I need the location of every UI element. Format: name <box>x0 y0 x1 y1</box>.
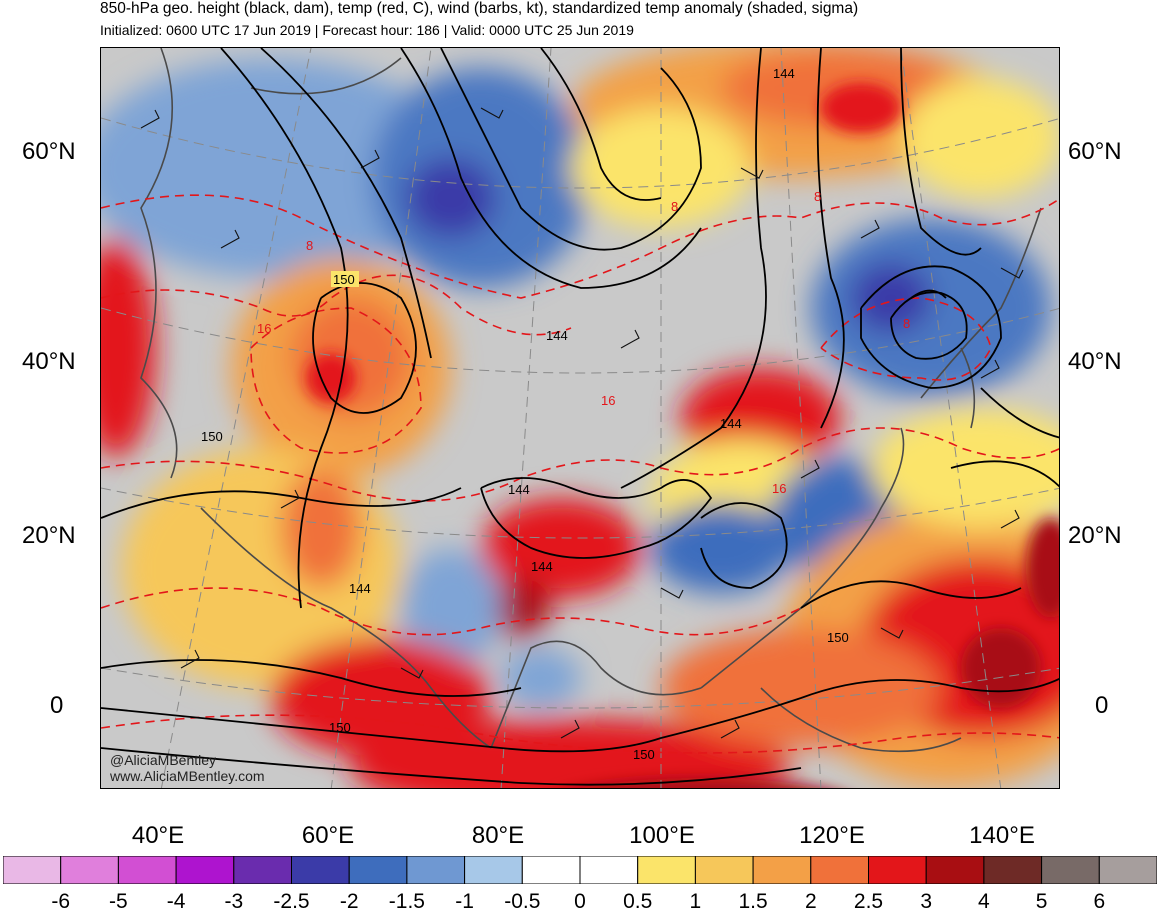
colorbar-swatch <box>810 856 869 884</box>
chart-title: 850-hPa geo. height (black, dam), temp (… <box>100 0 859 17</box>
colorbar-label: -1.5 <box>388 890 425 913</box>
lon-label: 60°E <box>301 822 355 849</box>
temp-label: 8 <box>671 199 678 214</box>
lon-label: 140°E <box>969 822 1035 849</box>
colorbar-label: -1 <box>455 890 474 913</box>
wind-barbs <box>140 107 1024 739</box>
colorbar-label: 0.5 <box>623 890 653 913</box>
chart-subtitle: Initialized: 0600 UTC 17 Jun 2019 | Fore… <box>100 22 634 38</box>
temp-label: 8 <box>814 189 821 204</box>
lat-label-right: 40°N <box>1068 348 1122 375</box>
colorbar-label: -4 <box>166 890 186 913</box>
colorbar-label: 0 <box>574 890 586 913</box>
colorbar-swatch <box>868 856 927 884</box>
colorbar-swatch <box>406 856 466 884</box>
colorbar-label: 5 <box>1035 890 1048 913</box>
colorbar-swatch <box>233 856 293 884</box>
coastlines <box>140 48 1042 753</box>
colorbar-swatch <box>464 856 523 884</box>
height-label: 150 <box>633 747 655 762</box>
height-label: 150 <box>333 272 355 287</box>
height-label: 150 <box>201 429 223 444</box>
colorbar-label: -0.5 <box>504 890 541 913</box>
height-label: 144 <box>531 559 553 574</box>
height-label: 144 <box>508 482 530 497</box>
temp-label: 8 <box>306 238 313 253</box>
temperature-labels: 8 16 8 8 16 16 8 <box>257 189 910 496</box>
colorbar-label: -2.5 <box>273 890 310 913</box>
lat-label-right: 0 <box>1095 692 1109 719</box>
height-label: 150 <box>827 630 849 645</box>
temp-label: 16 <box>601 393 615 408</box>
colorbar-swatch <box>1098 856 1157 884</box>
height-label: 144 <box>773 66 795 81</box>
colorbar-label: 1.5 <box>738 890 768 913</box>
colorbar-label: 6 <box>1093 890 1106 913</box>
temp-label: 8 <box>903 316 910 331</box>
colorbar-swatch <box>60 856 119 884</box>
colorbar-swatch <box>348 856 408 884</box>
anomaly-shading <box>101 48 1059 788</box>
height-contours <box>101 48 1059 786</box>
colorbar-label: -3 <box>224 890 244 913</box>
colorbar-swatch <box>291 856 350 884</box>
colorbar-swatch <box>3 856 62 884</box>
height-label: 144 <box>720 416 742 431</box>
colorbar-swatch <box>579 856 639 884</box>
height-labels: 150 144 144 150 144 144 144 144 150 150 … <box>201 66 849 762</box>
credit-handle: @AliciaMBentley <box>110 752 217 768</box>
colorbar-label: 3 <box>920 890 933 913</box>
colorbar-swatch <box>521 856 581 884</box>
height-label: 150 <box>329 720 351 735</box>
colorbar-swatch <box>752 856 812 884</box>
temp-label: 16 <box>257 321 271 336</box>
lat-label-right: 60°N <box>1068 138 1122 165</box>
colorbar-label: 2.5 <box>853 890 884 913</box>
temperature-contours <box>101 194 1059 754</box>
credit-website: www.AliciaMBentley.com <box>110 768 265 784</box>
lat-label-left: 60°N <box>22 138 76 165</box>
colorbar-label: 2 <box>804 890 817 913</box>
height-label: 144 <box>349 581 371 596</box>
lat-label-left: 40°N <box>22 348 76 375</box>
map-svg: 150 144 144 150 144 144 144 144 150 150 … <box>101 48 1059 788</box>
lon-label: 80°E <box>471 822 525 849</box>
colorbar <box>3 856 1157 884</box>
lon-label: 120°E <box>799 822 865 849</box>
lon-label: 100°E <box>629 822 695 849</box>
colorbar-swatch <box>117 856 177 884</box>
map-panel: 150 144 144 150 144 144 144 144 150 150 … <box>100 47 1060 789</box>
graticule <box>101 48 1059 788</box>
colorbar-swatch <box>983 856 1043 884</box>
colorbar-label: -6 <box>51 890 71 913</box>
colorbar-label: -2 <box>339 890 359 913</box>
colorbar-swatch <box>1041 856 1100 884</box>
colorbar-label: -5 <box>109 890 128 913</box>
colorbar-swatch <box>925 856 985 884</box>
colorbar-swatch <box>694 856 754 884</box>
temp-label: 16 <box>772 481 786 496</box>
lat-label-right: 20°N <box>1068 522 1122 549</box>
colorbar-swatch <box>637 856 696 884</box>
colorbar-label: 1 <box>689 890 702 913</box>
lat-label-left: 20°N <box>22 522 76 549</box>
colorbar-swatch <box>175 856 235 884</box>
colorbar-label: 4 <box>978 890 990 913</box>
height-label: 144 <box>546 328 568 343</box>
lon-label: 40°E <box>131 822 185 849</box>
lat-label-left: 0 <box>50 692 64 719</box>
